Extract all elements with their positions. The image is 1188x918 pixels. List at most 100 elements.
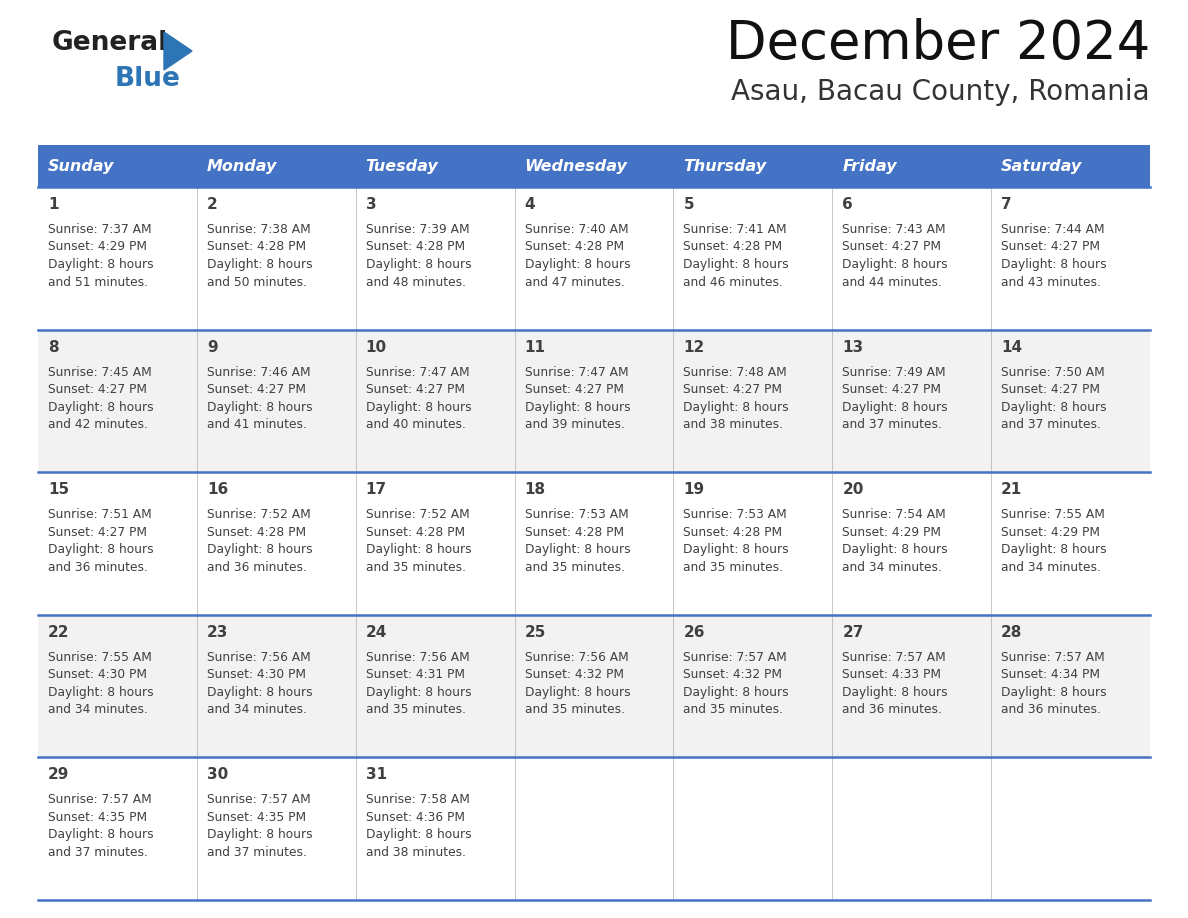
Text: 28: 28 [1001, 625, 1023, 640]
Text: and 51 minutes.: and 51 minutes. [48, 275, 148, 288]
Text: Sunrise: 7:55 AM: Sunrise: 7:55 AM [1001, 509, 1105, 521]
Text: Daylight: 8 hours: Daylight: 8 hours [842, 686, 948, 699]
Text: Sunset: 4:28 PM: Sunset: 4:28 PM [683, 526, 783, 539]
Text: Sunset: 4:32 PM: Sunset: 4:32 PM [525, 668, 624, 681]
Text: Sunrise: 7:47 AM: Sunrise: 7:47 AM [366, 365, 469, 378]
Bar [38, 615, 1150, 757]
Text: Daylight: 8 hours: Daylight: 8 hours [1001, 543, 1107, 556]
Text: Sunset: 4:35 PM: Sunset: 4:35 PM [48, 811, 147, 823]
Text: Sunday: Sunday [48, 159, 114, 174]
Text: Daylight: 8 hours: Daylight: 8 hours [1001, 400, 1107, 414]
Text: 26: 26 [683, 625, 704, 640]
Text: 25: 25 [525, 625, 546, 640]
Text: 16: 16 [207, 482, 228, 498]
Text: 17: 17 [366, 482, 387, 498]
Text: Sunset: 4:28 PM: Sunset: 4:28 PM [207, 241, 307, 253]
Text: Thursday: Thursday [683, 159, 766, 174]
Text: 13: 13 [842, 340, 864, 354]
Text: Sunset: 4:28 PM: Sunset: 4:28 PM [366, 241, 465, 253]
Text: Daylight: 8 hours: Daylight: 8 hours [842, 543, 948, 556]
Text: Sunrise: 7:53 AM: Sunrise: 7:53 AM [683, 509, 788, 521]
Text: and 38 minutes.: and 38 minutes. [366, 845, 466, 859]
Bar [38, 472, 1150, 615]
Text: Sunrise: 7:57 AM: Sunrise: 7:57 AM [48, 793, 152, 806]
Text: Daylight: 8 hours: Daylight: 8 hours [48, 258, 153, 271]
Text: 18: 18 [525, 482, 545, 498]
Text: Saturday: Saturday [1001, 159, 1082, 174]
Text: Daylight: 8 hours: Daylight: 8 hours [48, 686, 153, 699]
Text: Sunrise: 7:55 AM: Sunrise: 7:55 AM [48, 651, 152, 664]
Text: and 50 minutes.: and 50 minutes. [207, 275, 307, 288]
Text: Daylight: 8 hours: Daylight: 8 hours [683, 258, 789, 271]
Text: Sunset: 4:27 PM: Sunset: 4:27 PM [842, 241, 941, 253]
Text: 15: 15 [48, 482, 69, 498]
Text: Wednesday: Wednesday [525, 159, 627, 174]
Text: Sunset: 4:34 PM: Sunset: 4:34 PM [1001, 668, 1100, 681]
Text: Daylight: 8 hours: Daylight: 8 hours [207, 686, 312, 699]
Text: and 37 minutes.: and 37 minutes. [1001, 418, 1101, 431]
Text: Daylight: 8 hours: Daylight: 8 hours [1001, 258, 1107, 271]
Text: Sunrise: 7:57 AM: Sunrise: 7:57 AM [683, 651, 788, 664]
Text: and 36 minutes.: and 36 minutes. [48, 561, 147, 574]
Text: and 36 minutes.: and 36 minutes. [207, 561, 307, 574]
Text: Daylight: 8 hours: Daylight: 8 hours [525, 686, 630, 699]
Text: Sunrise: 7:56 AM: Sunrise: 7:56 AM [366, 651, 469, 664]
Text: 3: 3 [366, 197, 377, 212]
Text: and 47 minutes.: and 47 minutes. [525, 275, 625, 288]
Text: and 40 minutes.: and 40 minutes. [366, 418, 466, 431]
Text: Daylight: 8 hours: Daylight: 8 hours [48, 543, 153, 556]
Text: Sunset: 4:30 PM: Sunset: 4:30 PM [207, 668, 305, 681]
Text: and 36 minutes.: and 36 minutes. [1001, 703, 1101, 716]
Text: Sunrise: 7:37 AM: Sunrise: 7:37 AM [48, 223, 152, 236]
Text: Sunrise: 7:52 AM: Sunrise: 7:52 AM [207, 509, 310, 521]
Text: Daylight: 8 hours: Daylight: 8 hours [207, 400, 312, 414]
Text: Sunrise: 7:53 AM: Sunrise: 7:53 AM [525, 509, 628, 521]
Text: Daylight: 8 hours: Daylight: 8 hours [207, 828, 312, 842]
Text: Sunset: 4:27 PM: Sunset: 4:27 PM [1001, 383, 1100, 396]
Text: Daylight: 8 hours: Daylight: 8 hours [366, 828, 472, 842]
Text: and 36 minutes.: and 36 minutes. [842, 703, 942, 716]
Text: Sunrise: 7:38 AM: Sunrise: 7:38 AM [207, 223, 310, 236]
Text: Sunrise: 7:56 AM: Sunrise: 7:56 AM [525, 651, 628, 664]
Text: Sunrise: 7:44 AM: Sunrise: 7:44 AM [1001, 223, 1105, 236]
Text: Sunrise: 7:48 AM: Sunrise: 7:48 AM [683, 365, 788, 378]
Text: Friday: Friday [842, 159, 897, 174]
Text: Sunrise: 7:57 AM: Sunrise: 7:57 AM [1001, 651, 1105, 664]
Text: and 46 minutes.: and 46 minutes. [683, 275, 783, 288]
Text: Daylight: 8 hours: Daylight: 8 hours [683, 543, 789, 556]
Bar [38, 145, 1150, 187]
Text: Sunset: 4:29 PM: Sunset: 4:29 PM [842, 526, 941, 539]
Text: 29: 29 [48, 767, 69, 782]
Bar [38, 187, 1150, 330]
Text: Sunrise: 7:46 AM: Sunrise: 7:46 AM [207, 365, 310, 378]
Text: 1: 1 [48, 197, 58, 212]
Text: 27: 27 [842, 625, 864, 640]
Text: Daylight: 8 hours: Daylight: 8 hours [842, 258, 948, 271]
Text: Sunrise: 7:40 AM: Sunrise: 7:40 AM [525, 223, 628, 236]
Text: Daylight: 8 hours: Daylight: 8 hours [366, 258, 472, 271]
Text: Sunset: 4:29 PM: Sunset: 4:29 PM [1001, 526, 1100, 539]
Bar [38, 330, 1150, 472]
Text: Sunset: 4:28 PM: Sunset: 4:28 PM [683, 241, 783, 253]
Text: Sunrise: 7:47 AM: Sunrise: 7:47 AM [525, 365, 628, 378]
Text: Sunrise: 7:41 AM: Sunrise: 7:41 AM [683, 223, 788, 236]
Text: Sunrise: 7:39 AM: Sunrise: 7:39 AM [366, 223, 469, 236]
Text: and 41 minutes.: and 41 minutes. [207, 418, 307, 431]
Text: and 37 minutes.: and 37 minutes. [842, 418, 942, 431]
Text: 12: 12 [683, 340, 704, 354]
Text: Sunset: 4:27 PM: Sunset: 4:27 PM [525, 383, 624, 396]
Text: 21: 21 [1001, 482, 1023, 498]
Text: Sunset: 4:27 PM: Sunset: 4:27 PM [683, 383, 783, 396]
Text: Daylight: 8 hours: Daylight: 8 hours [525, 400, 630, 414]
Text: Daylight: 8 hours: Daylight: 8 hours [48, 828, 153, 842]
Polygon shape [164, 32, 192, 70]
Text: 23: 23 [207, 625, 228, 640]
Text: Sunrise: 7:49 AM: Sunrise: 7:49 AM [842, 365, 946, 378]
Text: Blue: Blue [115, 66, 181, 92]
Text: 11: 11 [525, 340, 545, 354]
Text: Sunrise: 7:58 AM: Sunrise: 7:58 AM [366, 793, 469, 806]
Text: and 48 minutes.: and 48 minutes. [366, 275, 466, 288]
Text: and 35 minutes.: and 35 minutes. [683, 703, 783, 716]
Text: 5: 5 [683, 197, 694, 212]
Text: and 42 minutes.: and 42 minutes. [48, 418, 147, 431]
